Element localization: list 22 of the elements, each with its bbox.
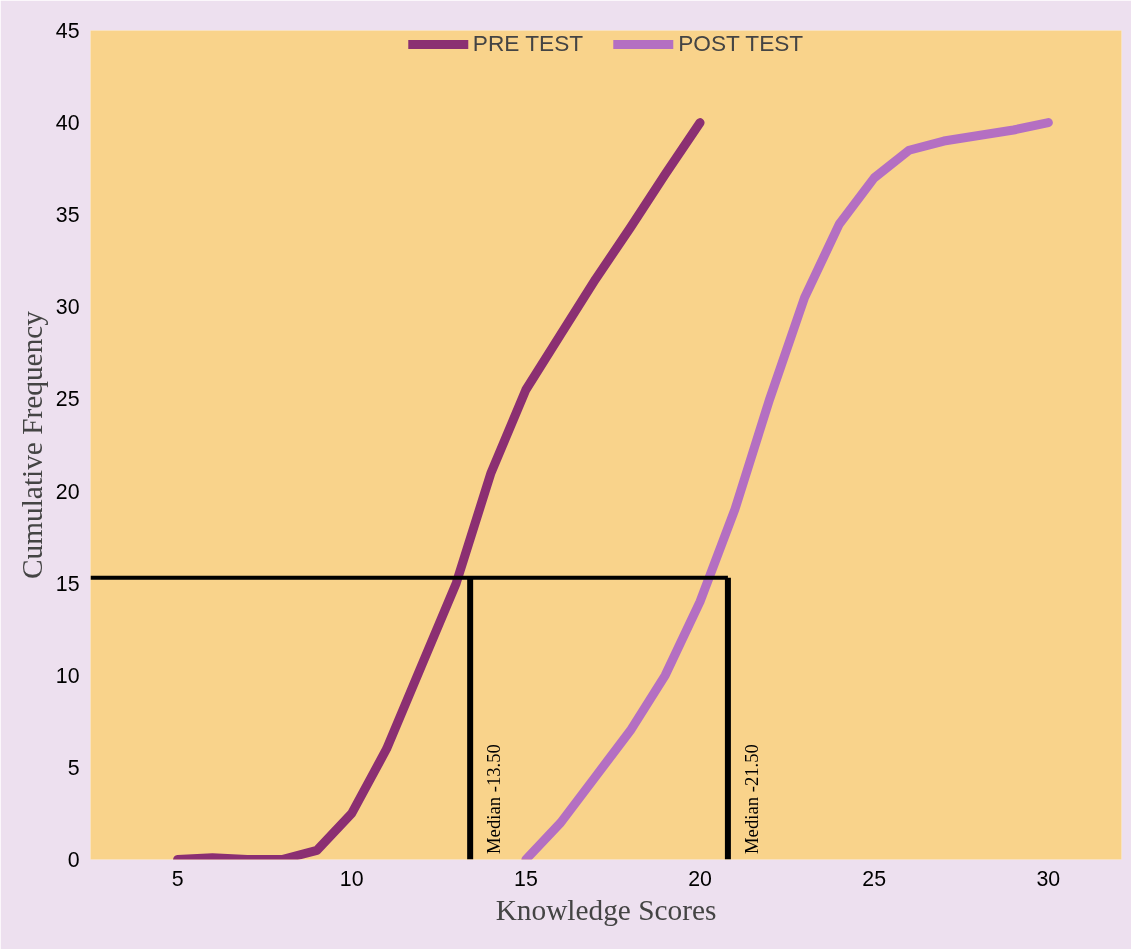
x-tick-label: 25 bbox=[862, 866, 887, 891]
x-tick-label: 30 bbox=[1036, 866, 1061, 891]
y-tick-label: 45 bbox=[55, 19, 80, 43]
y-tick-label: 15 bbox=[55, 571, 80, 596]
y-tick-label: 40 bbox=[55, 111, 80, 136]
x-tick-label: 5 bbox=[171, 866, 184, 891]
y-tick-label: 30 bbox=[55, 295, 80, 320]
x-tick-label: 15 bbox=[514, 866, 538, 891]
y-tick-label: 35 bbox=[55, 203, 80, 228]
y-tick-label: 10 bbox=[55, 663, 80, 688]
x-tick-label: 20 bbox=[688, 866, 713, 891]
x-axis-title: Knowledge Scores bbox=[495, 893, 717, 926]
y-axis-title: Cumulative Frequency bbox=[15, 310, 48, 579]
x-tick-label: 10 bbox=[339, 866, 364, 891]
y-tick-label: 0 bbox=[67, 848, 80, 872]
legend-label: POST TEST bbox=[678, 30, 804, 57]
ref-line-label: Median -13.50 bbox=[483, 744, 505, 854]
ref-line-label: Median -21.50 bbox=[740, 744, 762, 854]
y-tick-label: 25 bbox=[55, 387, 80, 412]
y-tick-label: 20 bbox=[55, 479, 80, 504]
legend-label: PRE TEST bbox=[472, 30, 584, 57]
y-tick-label: 5 bbox=[67, 755, 80, 780]
